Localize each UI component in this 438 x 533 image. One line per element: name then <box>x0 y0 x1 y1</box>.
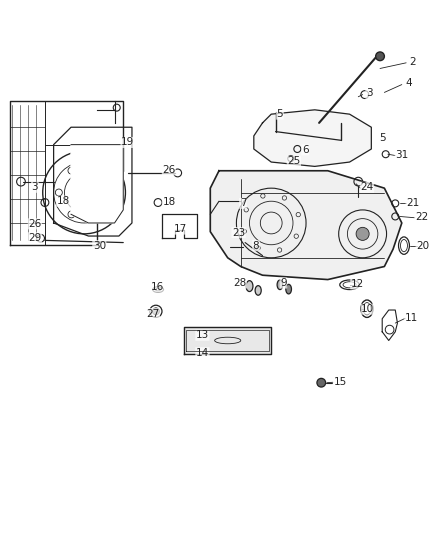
Text: 26: 26 <box>162 165 176 175</box>
Text: 31: 31 <box>395 150 408 160</box>
Text: 2: 2 <box>410 57 416 67</box>
Text: 29: 29 <box>28 233 42 243</box>
Text: 4: 4 <box>405 78 412 88</box>
Text: 28: 28 <box>233 278 247 288</box>
Text: 30: 30 <box>93 240 106 251</box>
Text: 9: 9 <box>280 278 287 288</box>
Text: 17: 17 <box>174 224 187 234</box>
Text: 25: 25 <box>287 156 300 166</box>
Text: 6: 6 <box>302 145 308 155</box>
Text: 20: 20 <box>416 240 429 251</box>
Circle shape <box>75 184 93 201</box>
Circle shape <box>376 52 385 61</box>
Text: 21: 21 <box>406 198 419 208</box>
Circle shape <box>317 378 325 387</box>
Text: 19: 19 <box>121 138 134 148</box>
Text: 22: 22 <box>415 212 428 222</box>
Text: 10: 10 <box>361 304 374 314</box>
Ellipse shape <box>277 280 283 289</box>
Text: 24: 24 <box>360 182 374 192</box>
Circle shape <box>152 308 159 315</box>
Circle shape <box>356 228 369 240</box>
Text: 18: 18 <box>57 196 70 206</box>
Text: 11: 11 <box>405 313 418 323</box>
Polygon shape <box>184 327 271 353</box>
Polygon shape <box>210 171 402 279</box>
Text: 14: 14 <box>196 348 209 358</box>
Text: 3: 3 <box>32 182 38 192</box>
Text: 18: 18 <box>162 197 176 207</box>
Ellipse shape <box>286 284 291 294</box>
Text: 7: 7 <box>240 198 246 208</box>
Text: 26: 26 <box>28 219 42 229</box>
Text: 15: 15 <box>333 377 346 387</box>
Text: 8: 8 <box>253 240 259 251</box>
Polygon shape <box>254 110 371 166</box>
Text: 13: 13 <box>196 330 209 340</box>
Ellipse shape <box>255 286 261 295</box>
Text: 23: 23 <box>232 228 245 238</box>
Text: 27: 27 <box>146 309 159 319</box>
Text: 12: 12 <box>351 279 364 289</box>
Ellipse shape <box>246 281 253 292</box>
Text: 5: 5 <box>379 133 385 143</box>
Text: 16: 16 <box>151 282 164 293</box>
Text: 3: 3 <box>366 88 372 98</box>
Text: 5: 5 <box>277 109 283 119</box>
Polygon shape <box>71 144 123 223</box>
